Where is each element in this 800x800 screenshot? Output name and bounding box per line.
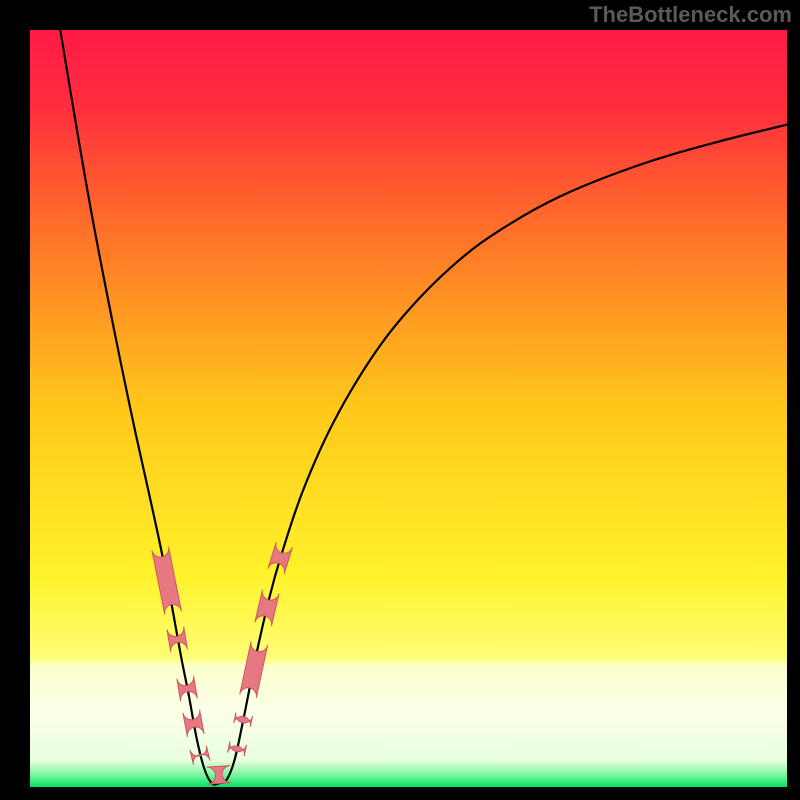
- chart-container: TheBottleneck.com: [0, 0, 800, 800]
- watermark-text: TheBottleneck.com: [589, 2, 792, 28]
- chart-svg: [0, 0, 800, 800]
- plot-background-gradient: [30, 30, 787, 787]
